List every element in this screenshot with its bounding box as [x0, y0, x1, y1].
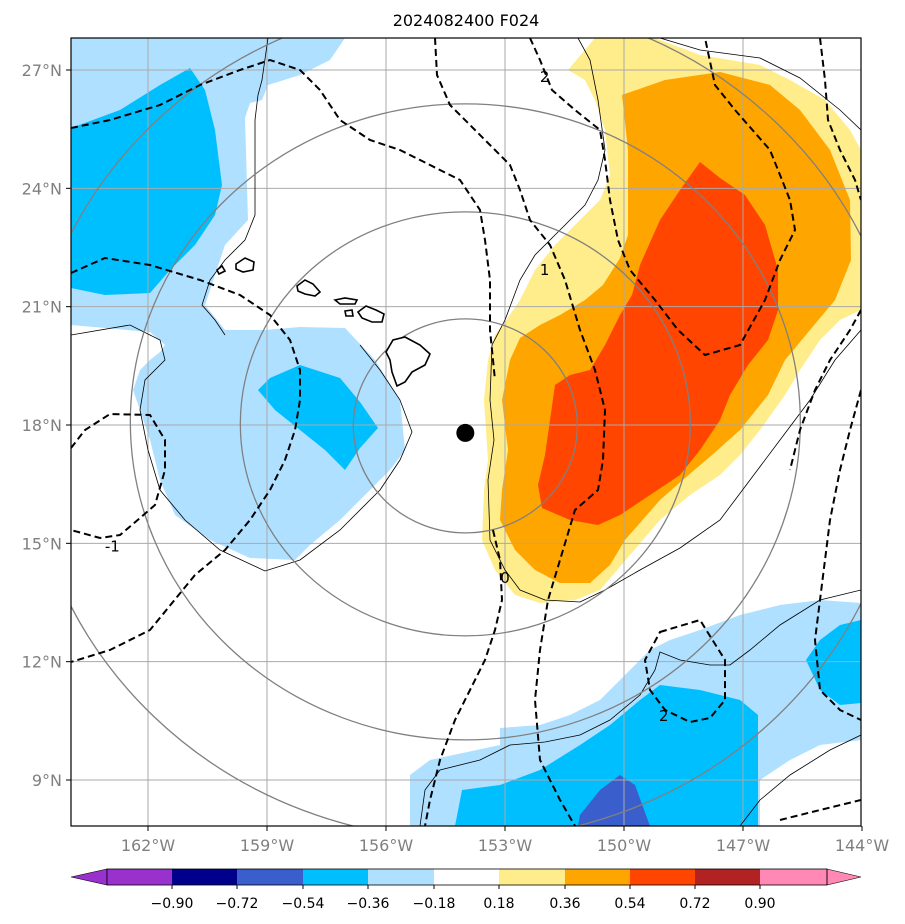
- island-kauai: [235, 257, 255, 273]
- colorbar-tick-label: −0.54: [282, 896, 325, 912]
- colorbar-frame: [106, 868, 828, 886]
- lon-tick-label: 150°W: [597, 836, 652, 855]
- colorbar-segment: [695, 869, 760, 885]
- colorbar-segment: [172, 869, 237, 885]
- lon-tick-label: 156°W: [359, 836, 414, 855]
- contour-labels: 2 1 0 -1 2: [105, 68, 669, 725]
- colorbar-tick-label: 0.54: [614, 896, 645, 912]
- map-frame: [70, 37, 862, 827]
- colorbar-extend-min: [70, 868, 108, 886]
- colorbar-segment: [368, 869, 434, 885]
- contour-label: -1: [105, 537, 120, 555]
- lat-tick-label: 18°N: [22, 416, 62, 435]
- blue-region-west: [258, 365, 378, 470]
- colorbar-tick-label: −0.36: [347, 896, 390, 912]
- colorbar-segment: [760, 869, 827, 885]
- colorbar-tick-label: −0.18: [413, 896, 456, 912]
- dark-blue-region: [578, 775, 650, 826]
- lat-tick-label: 27°N: [22, 61, 62, 80]
- distance-ring: [239, 211, 691, 637]
- distance-ring: [352, 318, 578, 534]
- lat-tick-label: 24°N: [22, 179, 62, 198]
- colorbar-tick-label: 0.72: [679, 896, 710, 912]
- contour-label: 2: [540, 68, 550, 86]
- colorbar-segment: [107, 869, 172, 885]
- lat-tick-label: 21°N: [22, 298, 62, 317]
- colorbar-segment: [565, 869, 630, 885]
- red-orange-region: [538, 162, 778, 525]
- colorbar-tick-label: 0.36: [549, 896, 580, 912]
- map-title: 2024082400 F024: [393, 11, 540, 30]
- colorbar-tick-label: 0.18: [483, 896, 514, 912]
- island-niihau: [215, 264, 227, 276]
- island-hawaii: [385, 336, 431, 388]
- contour-label: 0: [500, 569, 510, 587]
- contour-label: 1: [540, 261, 550, 279]
- colorbar-segment: [303, 869, 368, 885]
- hawaiian-islands: [215, 257, 431, 388]
- map-area: 2 1 0 -1 2: [71, 38, 861, 826]
- distance-ring: [129, 103, 801, 741]
- colorbar-tick-label: −0.72: [216, 896, 259, 912]
- blue-region-northwest: [71, 68, 222, 295]
- lat-tick-label: 12°N: [22, 653, 62, 672]
- lon-tick-label: 153°W: [478, 836, 533, 855]
- lon-tick-label: 144°W: [835, 836, 890, 855]
- lon-tick-label: 147°W: [716, 836, 771, 855]
- anomaly-outline: [71, 38, 861, 826]
- colorbar: −0.90 −0.72 −0.54 −0.36 −0.18 0.18 0.36 0.54 0.7…: [70, 868, 862, 912]
- distance-rings: [71, 38, 861, 826]
- colorbar-tick-label: 0.90: [744, 896, 775, 912]
- axis-ticks: 162°W 159°W 156°W 153°W 150°W 147°W 144°W9°N12…: [22, 61, 890, 855]
- island-molokai: [333, 297, 359, 305]
- colorbar-segment: [630, 869, 695, 885]
- storm-center-marker: [456, 423, 475, 442]
- island-oahu: [296, 279, 322, 297]
- lon-tick-label: 162°W: [121, 836, 176, 855]
- colorbar-segment: [499, 869, 565, 885]
- contour-label: 2: [659, 707, 669, 725]
- dashed-contours: [71, 38, 861, 826]
- lat-tick-label: 9°N: [32, 771, 62, 790]
- gridlines: [71, 38, 861, 826]
- colorbar-segment: [237, 869, 303, 885]
- lat-tick-label: 15°N: [22, 534, 62, 553]
- colorbar-segment: [434, 869, 499, 885]
- colorbar-extend-max: [826, 868, 862, 886]
- island-lanai: [344, 309, 354, 317]
- colorbar-tick-label: −0.90: [151, 896, 194, 912]
- island-maui: [356, 305, 385, 323]
- lon-tick-label: 159°W: [240, 836, 295, 855]
- blue-region-south: [455, 685, 758, 826]
